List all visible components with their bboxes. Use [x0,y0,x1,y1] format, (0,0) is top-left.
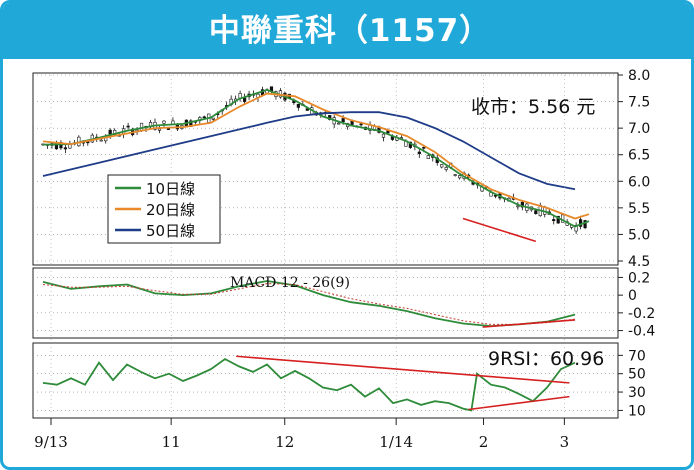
candle-body [99,139,103,142]
candle-body [202,116,206,119]
x-tick-4: 2 [479,433,489,451]
price-y-tick-0: 8.0 [628,68,650,84]
candle-body [552,219,556,222]
candle-body [157,128,162,131]
price-y-ticks: 8.0 7.5 7.0 6.5 6.0 5.5 5.0 4.5 [628,68,650,270]
candle-body [381,133,386,138]
x-tick-5: 3 [560,433,570,451]
rsi-y-tick-0: 70 [628,348,646,364]
chart-title: 中聯重科（1157） [3,3,691,59]
candle-body [211,117,215,120]
price-grid [33,74,623,262]
rsi-lines [42,357,576,412]
candle-body [296,103,300,108]
macd-y-tick-2: -0.2 [628,306,655,322]
rsi-trendlines [236,355,570,411]
macd-trendlines [482,319,576,328]
candle-body [426,155,430,159]
candle-body [493,194,498,197]
macd-lines [42,280,576,328]
candle-body [556,215,560,224]
rsi-label: 9RSI：60.96 [488,348,604,370]
candle-body [440,164,444,168]
candle-body [516,205,520,208]
price-y-tick-5: 5.5 [628,201,650,217]
candle-body [139,122,144,131]
candle-body [126,125,130,128]
candle-body [583,220,587,229]
price-y-tick-3: 6.5 [628,148,650,164]
macd-y-tick-3: -0.4 [628,324,655,340]
legend-label-ma20: 20日線 [146,201,195,219]
candle-body [422,146,426,149]
x-tick-0: 9/13 [34,433,68,451]
candle-body [68,144,72,149]
candle-body [341,118,345,122]
legend-label-ma50: 50日線 [146,222,195,240]
candle-body [63,147,67,150]
candle-body [162,120,166,124]
rsi-y-ticks: 70 50 30 10 [628,348,646,419]
candle-body [453,174,457,176]
close-price-annotation: 收市：5.56 元 [471,96,595,118]
price-y-tick-4: 6.0 [628,174,650,190]
price-y-tick-1: 7.5 [628,95,650,111]
macd-series-0 [42,280,576,328]
macd-label: MACD 12 - 26(9) [230,275,350,291]
x-tick-1: 11 [162,433,181,451]
price-moving-averages [42,88,590,228]
ma-series-1 [42,92,590,220]
candle-body [417,151,421,155]
price-y-tick-6: 5.0 [628,227,650,243]
rsi-panel [32,342,619,419]
rsi-y-tick-1: 50 [628,367,646,383]
rsi-y-tick-3: 10 [628,403,646,419]
macd-panel [32,267,619,339]
ma-series-0 [42,88,590,228]
price-y-tick-2: 7.0 [628,121,650,137]
candle-body [444,167,448,170]
price-trendlines [462,217,537,243]
rsi-y-tick-2: 30 [628,385,646,401]
price-trendline-0 [462,217,537,243]
candle-body [337,122,341,125]
rsi-trendline-1 [468,395,570,411]
candle-body [534,210,538,214]
x-tick-2: 12 [275,433,294,451]
legend: 10日線 20日線 50日線 [107,174,221,244]
macd-y-tick-1: 0 [628,288,637,304]
rsi-grid [33,354,623,411]
candle-body [458,175,462,179]
rsi-series-0 [42,357,576,412]
macd-trendline-0 [482,319,576,328]
macd-y-ticks: 0.2 0 -0.2 -0.4 [628,270,655,339]
x-axis-ticks: 9/13 11 12 1/14 2 3 [34,75,569,451]
ma-series-2 [42,111,576,191]
macd-series-1 [42,283,576,325]
x-tick-3: 1/14 [379,433,413,451]
legend-label-ma10: 10日線 [146,180,195,198]
rsi-trendline-0 [236,355,570,384]
stock-chart: 8.0 7.5 7.0 6.5 6.0 5.5 5.0 4.5 0.2 0 -0.2 -0.4 70… [32,68,655,451]
candle-body [359,123,363,126]
macd-y-tick-0: 0.2 [628,270,650,286]
price-panel [32,72,619,266]
price-y-tick-7: 4.5 [628,254,650,270]
